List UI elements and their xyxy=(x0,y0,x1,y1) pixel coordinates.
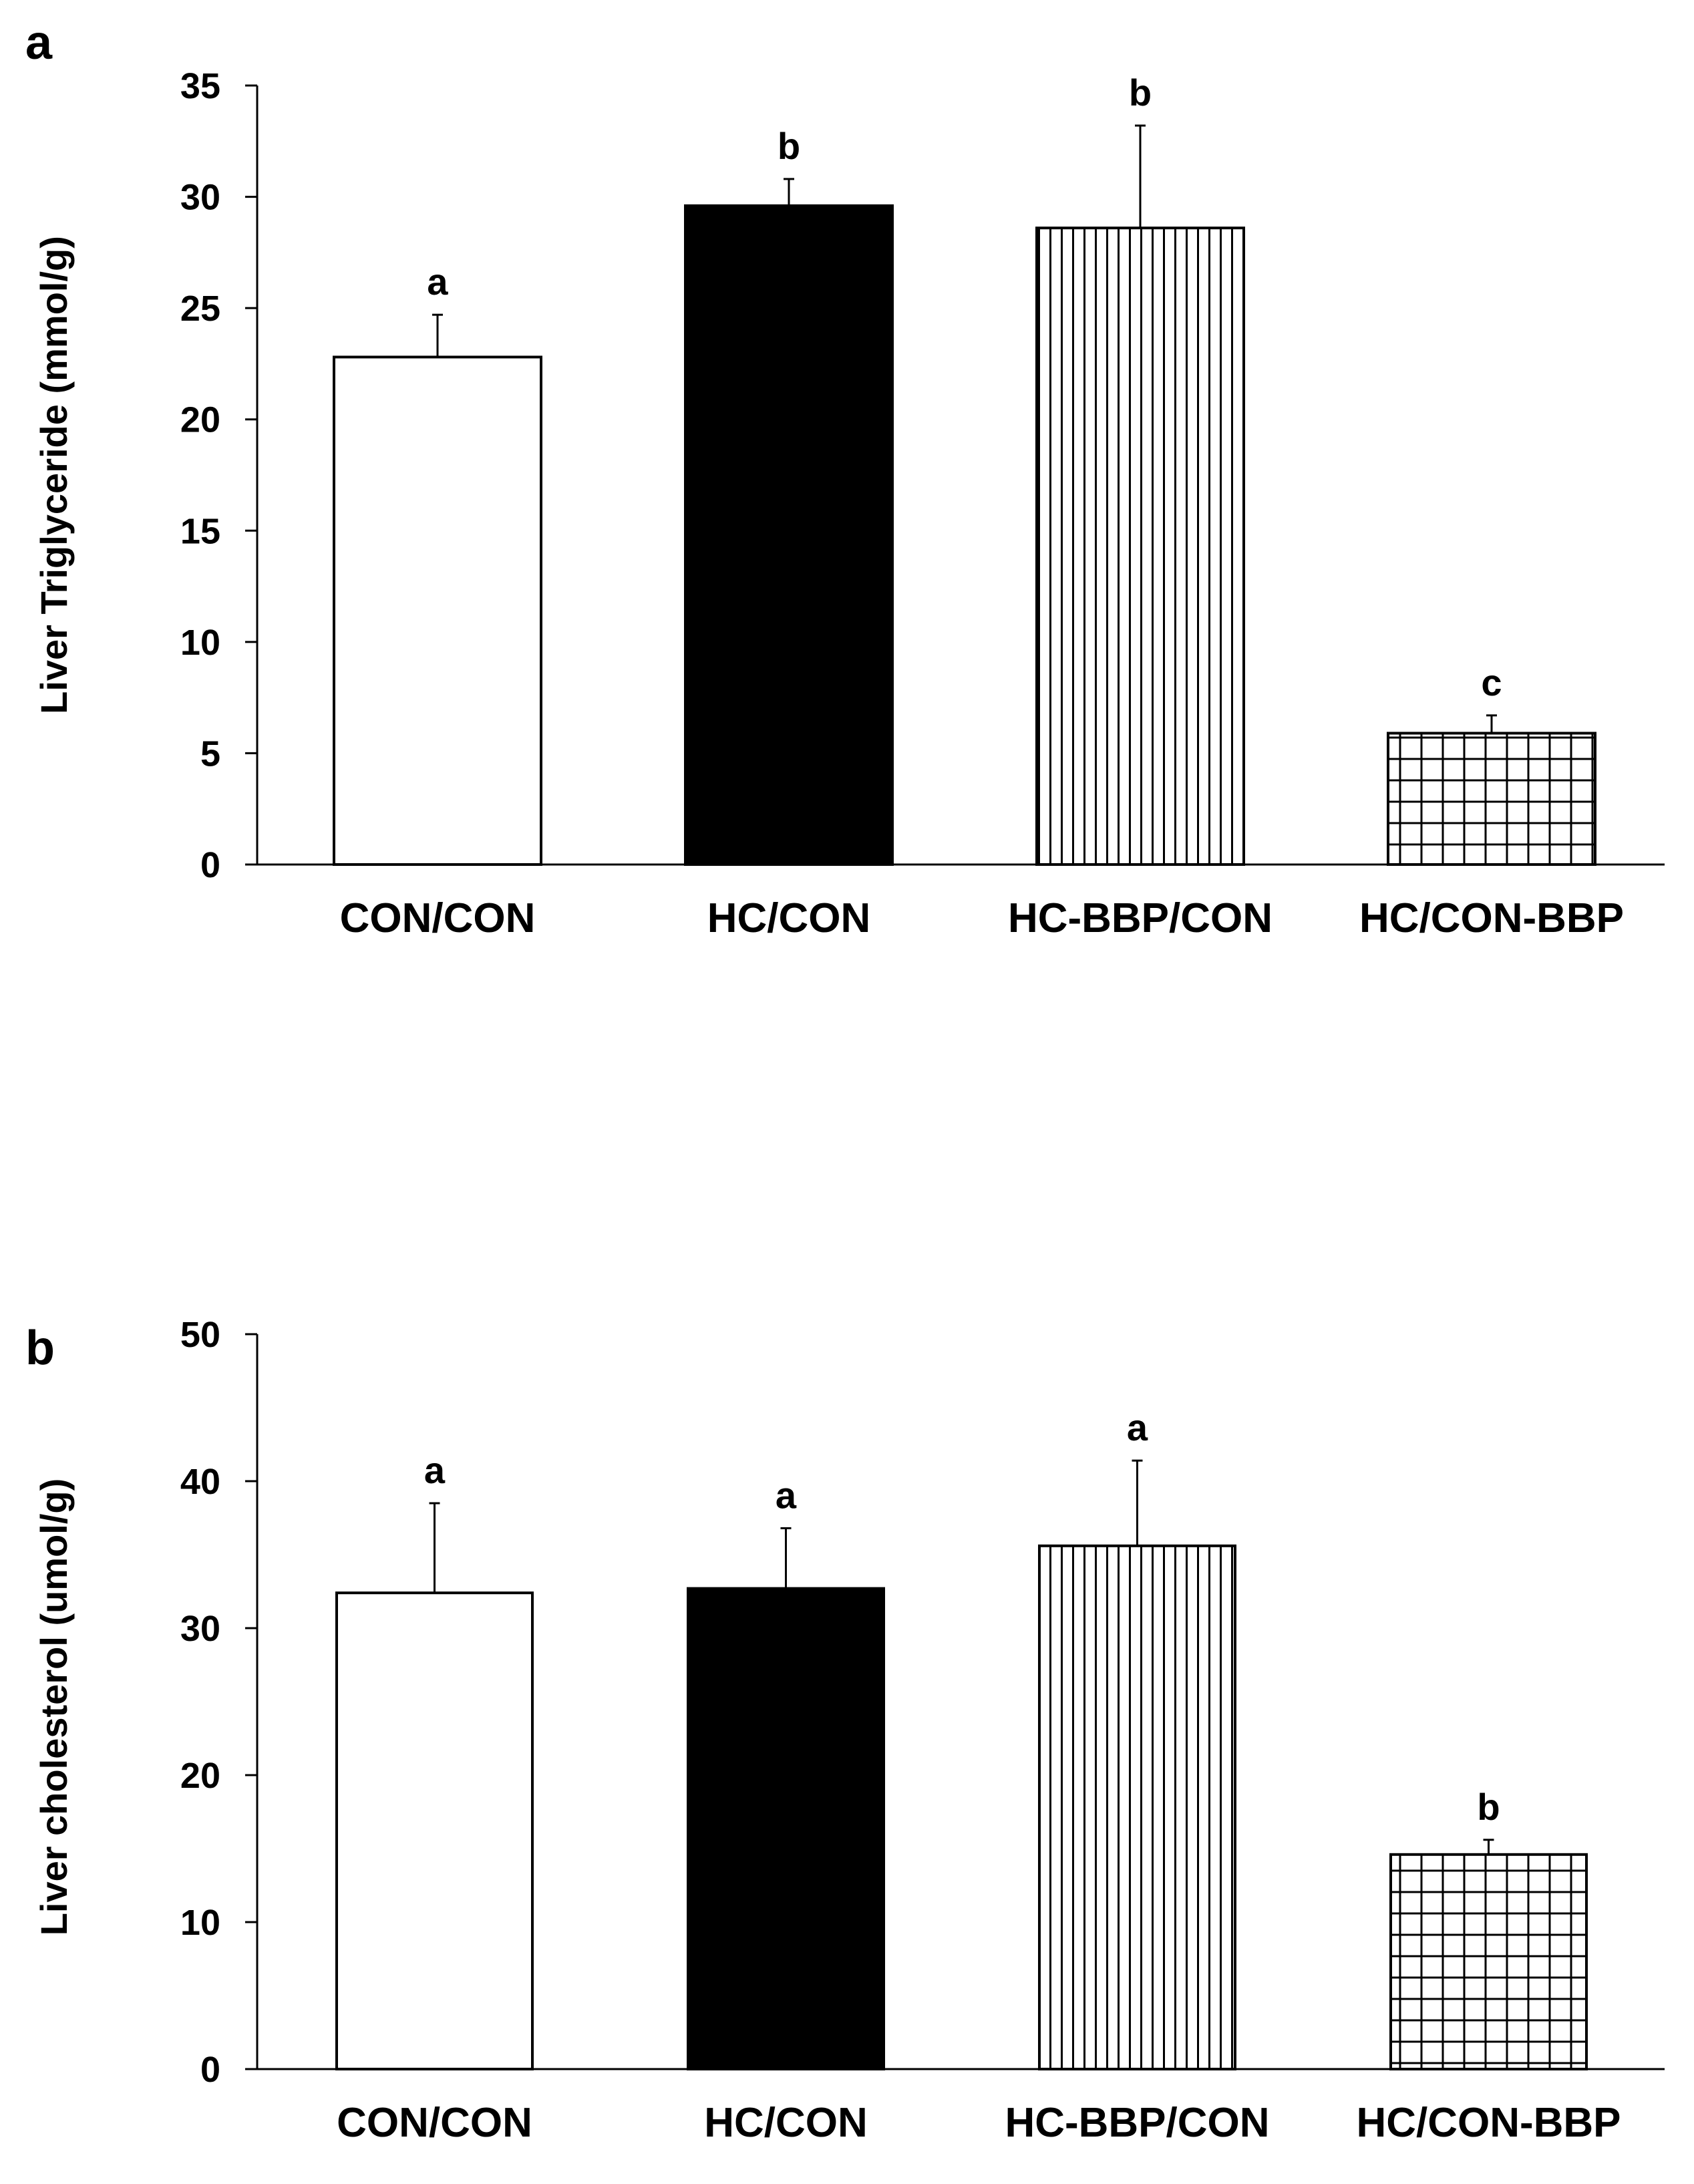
y-tick-label: 25 xyxy=(180,289,220,329)
significance-label-hc-con: b xyxy=(778,125,800,167)
y-axis-label: Liver Triglyceride (mmol/g) xyxy=(33,236,75,714)
category-label-hc-con: HC/CON xyxy=(704,2100,868,2146)
bar-hc-bbp-con xyxy=(1035,226,1245,866)
significance-label-hc-bbp-con: b xyxy=(1129,71,1152,114)
y-tick-label: 20 xyxy=(180,1756,220,1796)
category-label-con-con: CON/CON xyxy=(340,895,536,941)
category-label-hc-con-bbp: HC/CON-BBP xyxy=(1356,2100,1621,2146)
y-tick-label: 35 xyxy=(180,66,220,106)
category-label-hc-con-bbp: HC/CON-BBP xyxy=(1359,895,1624,941)
panel-label: b xyxy=(25,1321,55,1375)
category-label-con-con: CON/CON xyxy=(337,2100,532,2146)
y-tick-label: 40 xyxy=(180,1462,220,1502)
category-label-hc-bbp-con: HC-BBP/CON xyxy=(1005,2100,1269,2146)
bar-hc-con-bbp xyxy=(1389,1853,1588,2071)
significance-label-hc-con-bbp: c xyxy=(1481,661,1502,704)
significance-label-con-con: a xyxy=(424,1449,446,1491)
y-tick-label: 50 xyxy=(180,1315,220,1355)
significance-label-hc-con: a xyxy=(776,1474,797,1516)
y-tick-label: 0 xyxy=(200,845,220,885)
y-tick-label: 30 xyxy=(180,1609,220,1649)
bar-hc-con-bbp xyxy=(1387,732,1596,866)
bar-hc-con xyxy=(687,1587,885,2071)
y-axis-label: Liver cholesterol (umol/g) xyxy=(33,1478,75,1936)
significance-label-hc-con-bbp: b xyxy=(1477,1786,1500,1828)
y-tick-label: 5 xyxy=(200,734,220,774)
category-label-hc-con: HC/CON xyxy=(707,895,871,941)
bar-con-con xyxy=(333,355,542,866)
significance-label-hc-bbp-con: a xyxy=(1127,1406,1148,1448)
y-tick-label: 20 xyxy=(180,400,220,440)
y-tick-label: 30 xyxy=(180,178,220,218)
y-tick-label: 0 xyxy=(200,2050,220,2090)
y-tick-label: 15 xyxy=(180,511,220,551)
bar-hc-bbp-con xyxy=(1038,1544,1236,2071)
bar-hc-con xyxy=(684,204,894,866)
significance-label-con-con: a xyxy=(427,261,448,303)
chart-cholesterol: b Liver cholesterol (umol/g) 0 10 20 30 40 50 a C… xyxy=(25,1315,1665,2146)
bar-con-con xyxy=(335,1591,534,2070)
panel-label: a xyxy=(25,16,53,69)
y-tick-label: 10 xyxy=(180,623,220,663)
y-tick-label: 10 xyxy=(180,1903,220,1943)
category-label-hc-bbp-con: HC-BBP/CON xyxy=(1008,895,1273,941)
chart-triglyceride: a Liver Triglyceride (mmol/g) 0 5 10 15 20 25 30… xyxy=(25,16,1665,941)
